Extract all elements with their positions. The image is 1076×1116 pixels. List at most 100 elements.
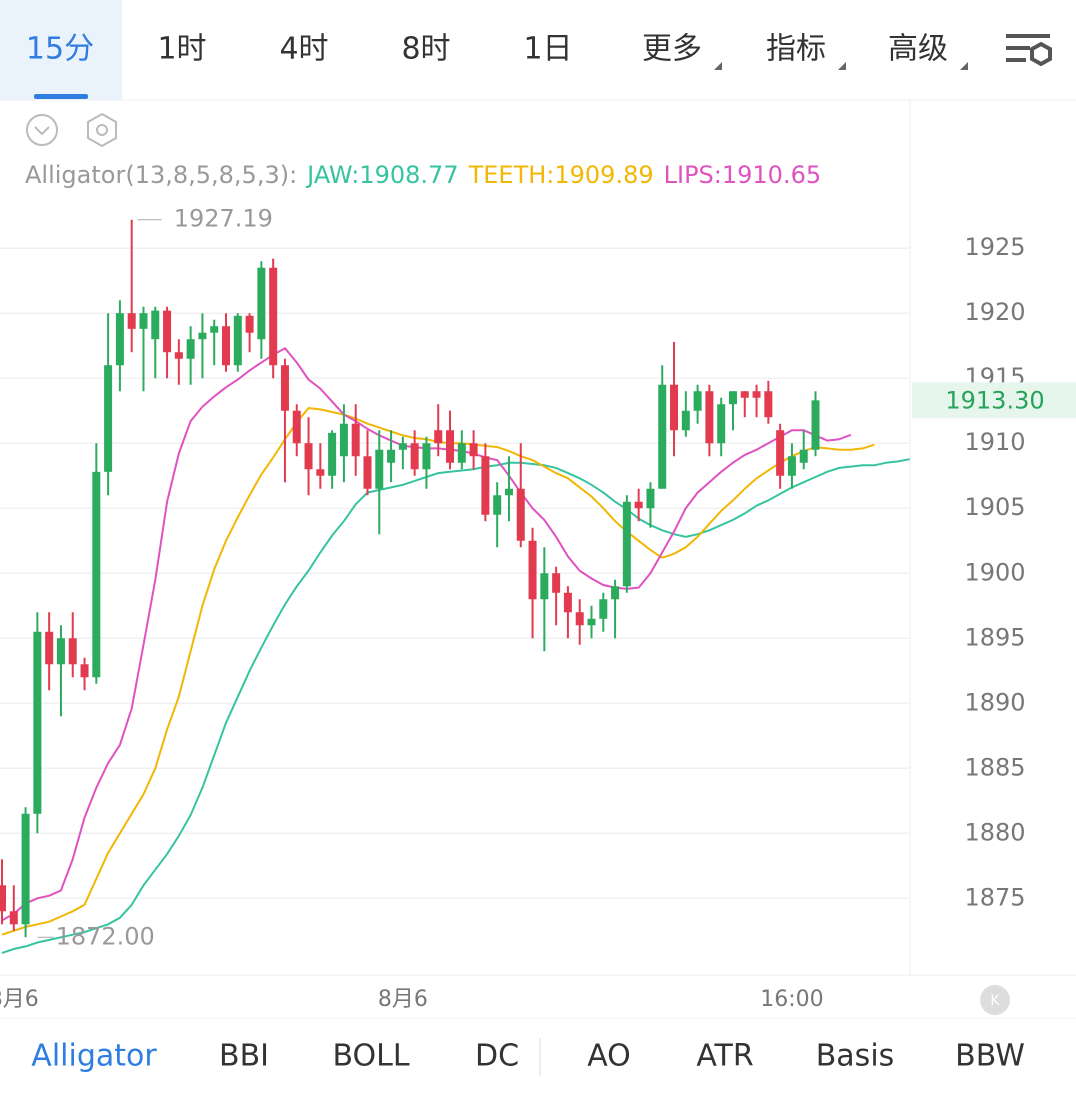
legend-entry: TEETH:1909.89 [468,161,654,189]
scroll-end-button[interactable] [980,985,1010,1015]
indicator-tab[interactable]: ATR [696,1039,753,1074]
candle-body [516,488,525,541]
indicator-tab[interactable]: DC [475,1039,519,1074]
candle-body [316,469,325,476]
timeframe-tab[interactable]: 1时 [157,32,206,67]
candle-body [764,391,773,418]
candle-body [552,573,561,593]
candle-body [528,540,537,600]
y-tick-label: 1925 [964,233,1025,261]
indicator-tab[interactable]: BBW [955,1039,1025,1074]
candle-body [292,410,301,444]
candle-body [752,391,761,398]
candle-body [257,267,266,340]
chart: Alligator(13,8,5,8,5,3): JAW:1908.77 TEETH… [0,161,1076,1012]
candle-body [717,404,726,444]
candle-body [339,423,348,457]
candle-body [398,443,407,450]
indicator-tab[interactable]: Alligator [31,1039,157,1074]
candle-body [410,443,419,470]
candle-body [186,339,195,359]
candle-body [387,449,396,463]
candle-body [210,326,219,333]
candle-body [493,495,502,515]
indicator-tab[interactable]: Basis [816,1039,895,1074]
candle-body [115,313,124,366]
candle-body [705,391,714,444]
legend-entry: LIPS:1910.65 [664,161,822,189]
candle-body [198,332,207,340]
candle-body [151,310,160,340]
selected-tab-bg [0,0,122,100]
candle-body [245,315,254,333]
candle-body [127,313,136,329]
y-tick-label: 1895 [964,623,1025,651]
candle-body [575,612,584,626]
settings-hex-icon[interactable] [87,112,117,148]
collapse-icon-chevron [34,126,50,136]
candle-body [422,443,431,470]
candle-body [363,456,372,489]
indicator-line [1,407,875,936]
candle-body [481,456,490,515]
dropdown-caret [960,62,968,70]
candle-body [693,391,702,411]
timeframe-tab[interactable]: 指标 [766,32,826,67]
legend-entry: JAW:1908.77 [305,161,458,189]
candle-body [446,430,455,463]
candle-body [328,432,337,476]
candle-body [434,430,443,444]
candle-body [599,599,608,619]
y-tick-label: 1880 [964,818,1025,846]
y-tick-label: 1910 [964,428,1025,456]
last-price-label: 1913.30 [945,386,1044,414]
candle-body [622,501,631,587]
timeframe-tab[interactable]: 15分 [26,32,94,67]
candle-body [776,430,785,476]
max-label: 1927.19 [174,205,273,233]
timeframe-tab[interactable]: 高级 [888,32,948,67]
y-tick-label: 1900 [964,558,1025,586]
indicator-tab[interactable]: BBI [219,1039,269,1074]
candle-body [811,400,820,450]
min-label: 1872.00 [56,922,155,950]
candle-body [174,352,183,359]
timeframe-tab[interactable]: 8时 [401,32,450,67]
candle-body [104,365,113,472]
settings-icon[interactable] [1006,34,1052,67]
timeframe-tab[interactable]: 1日 [523,32,572,67]
settings-hex-dot [96,124,108,136]
candle-body [634,501,643,509]
x-tick-label: 8月6 [0,987,39,1012]
dropdown-caret [714,62,722,70]
candle-body [9,911,18,925]
candle-body [222,326,231,366]
candle-body [563,592,572,613]
selected-tab-underline [34,94,88,99]
timeframe-tab[interactable]: 更多 [642,32,702,67]
candle-body [457,443,466,463]
candle-body [21,813,30,925]
y-tick-label: 1885 [964,753,1025,781]
candle-body [375,449,384,489]
indicator-label: Alligator(13,8,5,8,5,3): [25,161,297,189]
candle-body [68,638,77,665]
candle-body [280,365,289,411]
candle-body [304,443,313,470]
candle-body [611,586,620,600]
candle-body [0,885,6,912]
candle-body [658,384,667,489]
collapse-icon[interactable] [26,114,58,146]
candle-body [681,410,690,431]
timeframe-tab[interactable]: 4时 [279,32,328,67]
candle-body [33,631,42,814]
legend: Alligator(13,8,5,8,5,3): JAW:1908.77 TEETH… [25,161,821,189]
candle-body [646,488,655,509]
candle-body [587,618,596,626]
indicator-tab[interactable]: AO [587,1039,631,1074]
y-tick-label: 1875 [964,883,1025,911]
candle-body [504,488,513,496]
candle-body [740,391,749,398]
indicator-tab[interactable]: BOLL [332,1039,409,1074]
